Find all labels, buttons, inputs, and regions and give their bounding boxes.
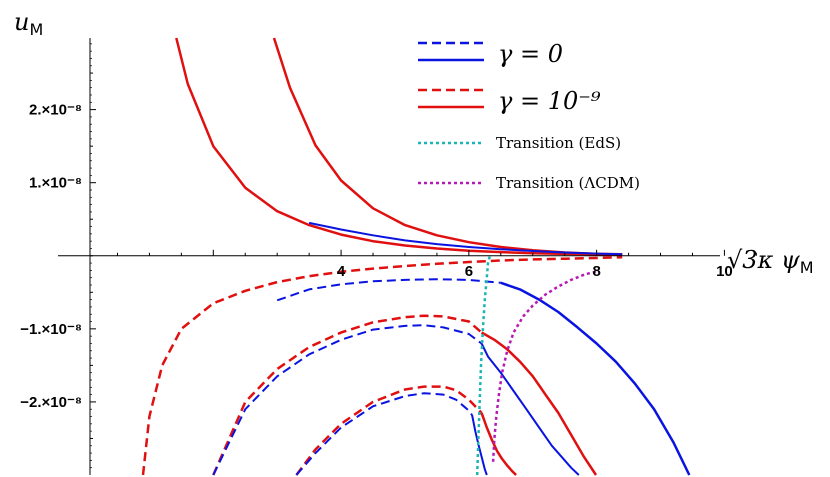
legend-item: Transition (ΛCDM) xyxy=(418,174,640,192)
series-line-8 xyxy=(212,324,483,476)
y-tick-label: 2.×10⁻⁸ xyxy=(29,102,82,119)
series-line-11 xyxy=(295,385,483,476)
x-tick-label: 6 xyxy=(465,263,473,280)
legend-label: Transition (EdS) xyxy=(496,134,621,152)
legend-item: Transition (EdS) xyxy=(418,134,621,152)
series-line-4 xyxy=(141,255,623,476)
x-tick-label: 10 xyxy=(716,263,733,280)
series-line-14 xyxy=(471,414,488,476)
series-layer xyxy=(141,37,691,476)
x-tick-label: 4 xyxy=(337,263,346,280)
series-line-3 xyxy=(308,221,623,256)
y-tick-label: 1.×10⁻⁸ xyxy=(29,175,82,192)
x-axis-label: √3κ ψM xyxy=(727,246,814,277)
series-line-16 xyxy=(491,270,597,462)
series-line-10 xyxy=(480,343,580,476)
series-line-9 xyxy=(480,331,598,476)
series-line-7 xyxy=(212,314,483,476)
legend-label: Transition (ΛCDM) xyxy=(496,174,640,192)
legend-item: γ = 0 xyxy=(418,40,563,68)
y-tick-label: −1.×10⁻⁸ xyxy=(20,321,82,338)
y-tick-label: −2.×10⁻⁸ xyxy=(20,394,82,411)
legend-label: γ = 0 xyxy=(498,40,563,68)
y-axis-label: uM xyxy=(14,8,43,39)
series-line-5 xyxy=(276,278,501,302)
axes-layer: 4 6 8 10 2.×10⁻⁸ 1.×10⁻⁸ −1.×10⁻⁸ −2.×10⁻⁸ uM √3κ… xyxy=(14,8,814,475)
series-line-2 xyxy=(175,37,623,256)
series-line-6 xyxy=(500,281,691,476)
legend-label: γ = 10⁻⁹ xyxy=(498,87,601,115)
legend: γ = 0 γ = 10⁻⁹ Transition (EdS) Transition … xyxy=(418,40,640,192)
series-line-13 xyxy=(480,412,517,476)
series-line-15 xyxy=(475,255,492,476)
x-tick-label: 8 xyxy=(592,263,600,280)
legend-item: γ = 10⁻⁹ xyxy=(418,87,601,115)
series-line-12 xyxy=(295,392,473,476)
